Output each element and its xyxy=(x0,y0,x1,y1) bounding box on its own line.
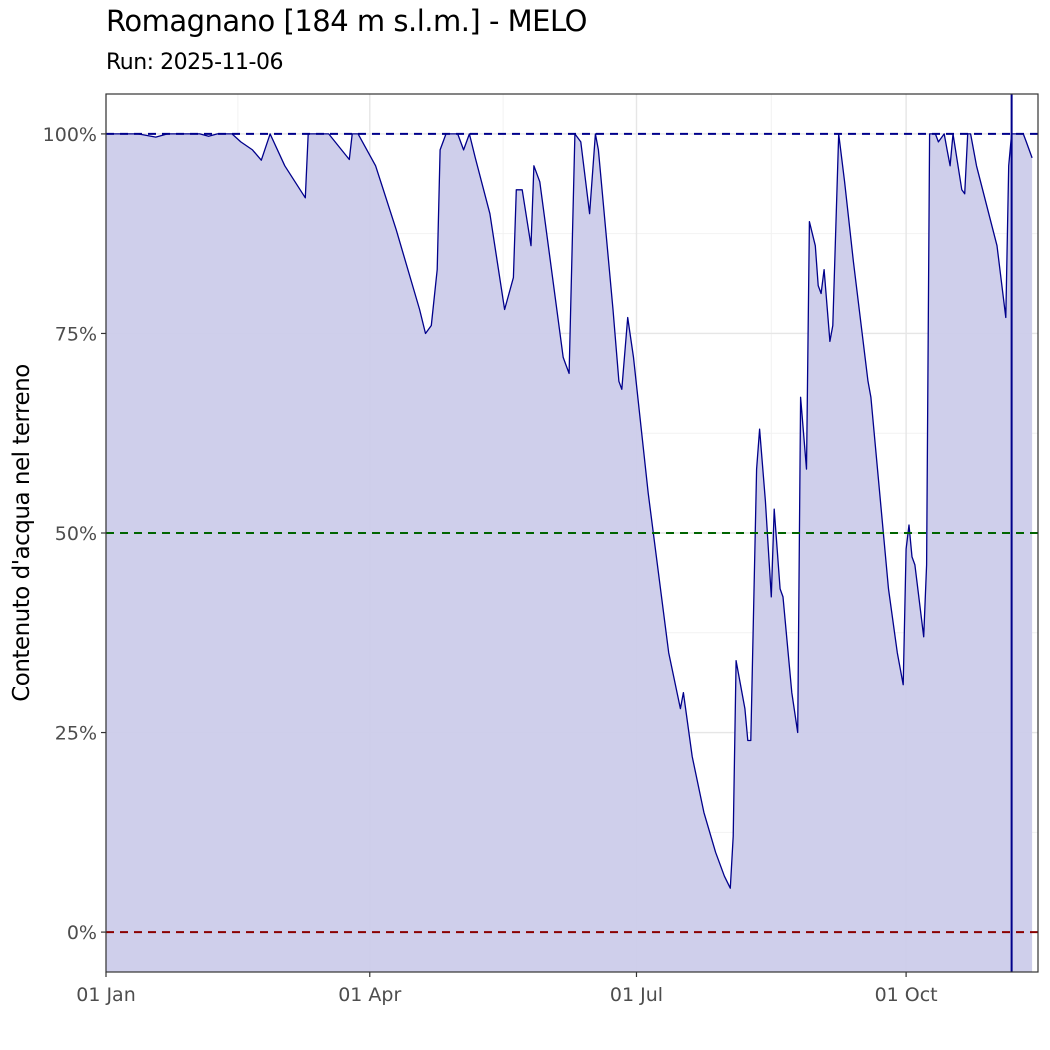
x-tick-label: 01 Oct xyxy=(875,984,938,1006)
soil-water-line xyxy=(106,133,1033,889)
chart-subtitle: Run: 2025-11-06 xyxy=(106,50,283,75)
x-tick-label: 01 Apr xyxy=(338,984,401,1006)
y-tick-label: 100% xyxy=(43,124,97,146)
y-tick-label: 0% xyxy=(67,922,97,944)
soil-water-area xyxy=(106,133,1033,972)
chart-title: Romagnano [184 m s.l.m.] - MELO xyxy=(106,4,587,38)
x-tick-label: 01 Jan xyxy=(76,984,136,1006)
x-tick-label: 01 Jul xyxy=(610,984,663,1006)
y-tick-label: 50% xyxy=(55,523,97,545)
y-tick-label: 25% xyxy=(55,723,97,745)
y-tick-label: 75% xyxy=(55,323,97,345)
